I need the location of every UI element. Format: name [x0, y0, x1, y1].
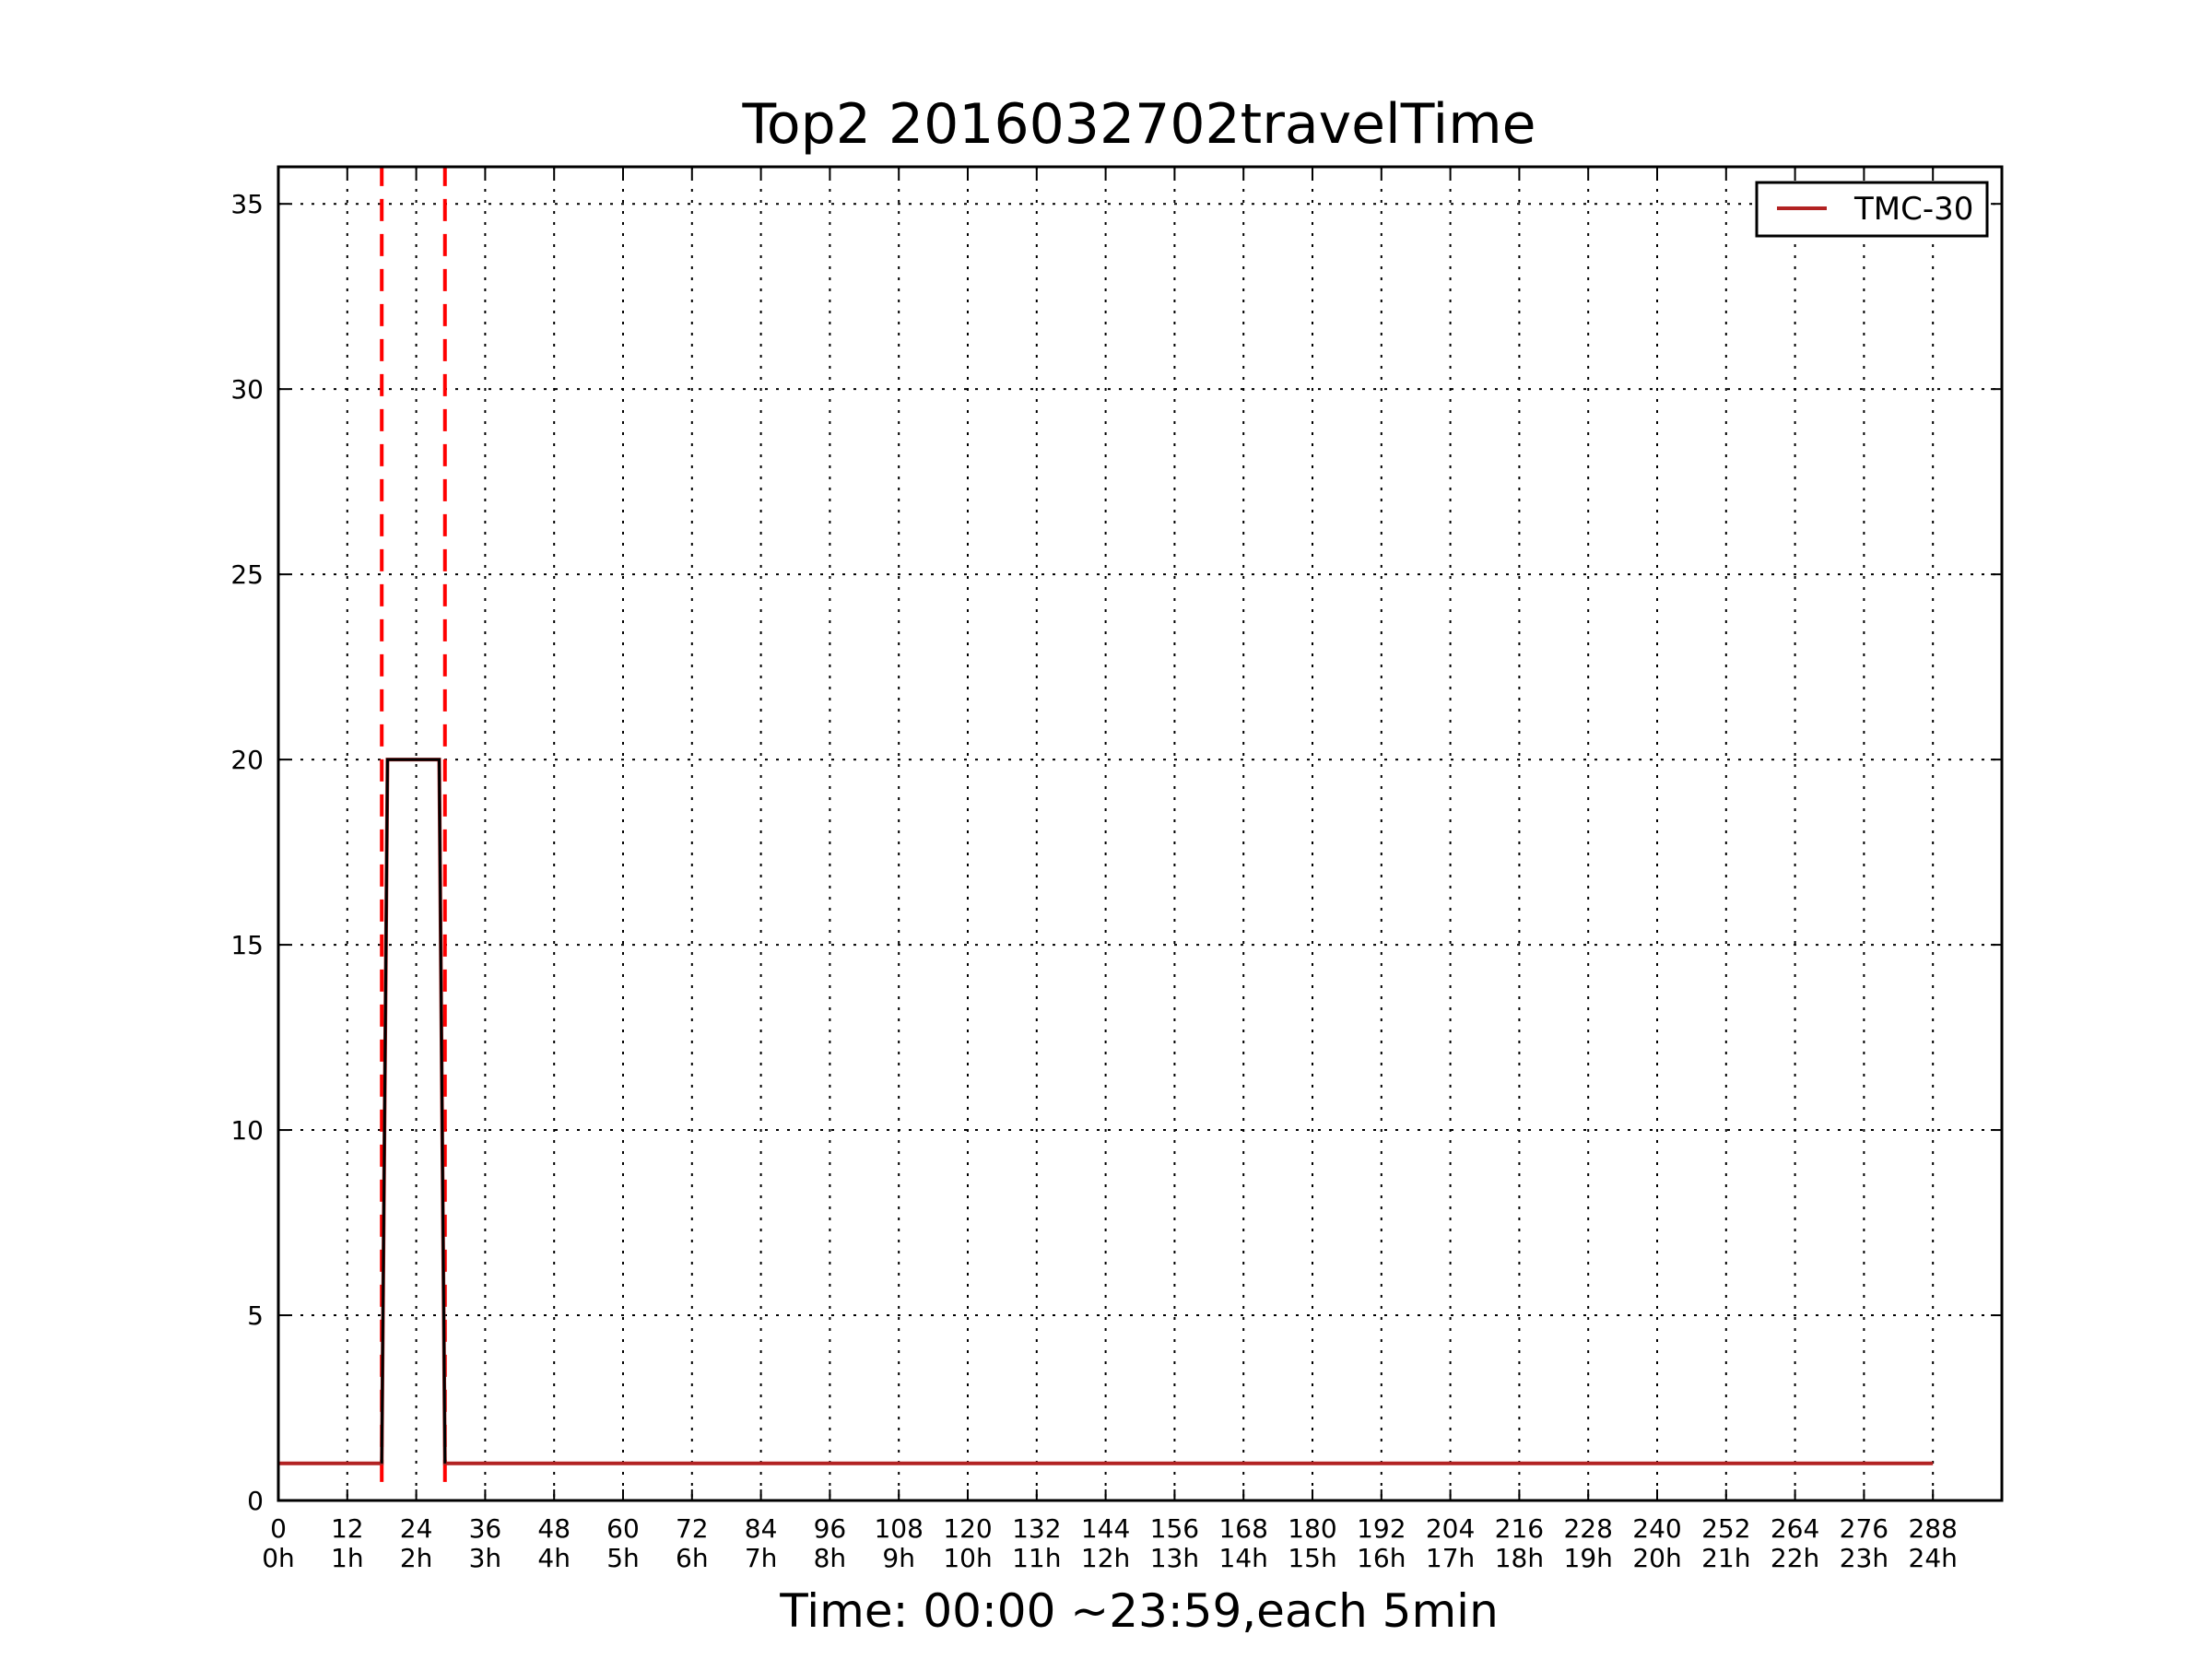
x-tick-label-hour: 1h	[331, 1543, 364, 1573]
x-tick-label: 240	[1632, 1513, 1681, 1544]
x-tick-label-hour: 6h	[676, 1543, 709, 1573]
x-tick-label: 144	[1081, 1513, 1130, 1544]
x-tick-label-hour: 18h	[1495, 1543, 1544, 1573]
y-tick-label: 10	[230, 1115, 264, 1146]
axis-ticks	[277, 167, 2002, 1501]
y-tick-label: 0	[247, 1486, 264, 1516]
x-tick-label-hour: 20h	[1632, 1543, 1681, 1573]
x-tick-label: 60	[606, 1513, 640, 1544]
x-tick-label: 12	[331, 1513, 364, 1544]
x-tick-label-hour: 9h	[882, 1543, 915, 1573]
x-tick-label-hour: 11h	[1012, 1543, 1061, 1573]
x-tick-label: 180	[1288, 1513, 1336, 1544]
x-tick-label: 276	[1840, 1513, 1888, 1544]
reference-lines	[380, 167, 447, 1482]
x-tick-label-hour: 14h	[1219, 1543, 1268, 1573]
x-tick-label-hour: 2h	[400, 1543, 433, 1573]
x-tick-label: 288	[1908, 1513, 1957, 1544]
legend-entry-tmc-30: TMC-30	[1853, 191, 1973, 228]
x-tick-label-hour: 4h	[537, 1543, 571, 1573]
x-tick-label: 264	[1771, 1513, 1819, 1544]
x-tick-label-hour: 8h	[814, 1543, 847, 1573]
x-tick-label-hour: 15h	[1288, 1543, 1336, 1573]
x-tick-label-hour: 10h	[943, 1543, 992, 1573]
x-tick-label-hour: 16h	[1357, 1543, 1406, 1573]
x-tick-label-hour: 22h	[1771, 1543, 1819, 1573]
x-tick-label: 156	[1150, 1513, 1199, 1544]
x-tick-label: 0	[270, 1513, 287, 1544]
x-tick-label: 48	[537, 1513, 571, 1544]
x-tick-label: 24	[400, 1513, 433, 1544]
y-tick-label: 20	[230, 745, 264, 775]
x-tick-label: 192	[1357, 1513, 1406, 1544]
x-tick-label: 108	[874, 1513, 923, 1544]
x-tick-label-hour: 24h	[1909, 1543, 1958, 1573]
x-tick-label-hour: 12h	[1081, 1543, 1130, 1573]
x-tick-label-hour: 5h	[606, 1543, 640, 1573]
x-tick-label-hour: 13h	[1150, 1543, 1199, 1573]
series-line-secondary	[380, 758, 447, 1464]
plot-frame	[276, 165, 2004, 1502]
x-tick-label: 96	[814, 1513, 847, 1544]
x-tick-label: 132	[1012, 1513, 1061, 1544]
x-tick-label-hour: 19h	[1564, 1543, 1613, 1573]
y-tick-label: 25	[230, 559, 264, 590]
x-tick-label-hour: 3h	[469, 1543, 502, 1573]
x-tick-label: 72	[676, 1513, 709, 1544]
x-tick-label-hour: 17h	[1426, 1543, 1475, 1573]
x-tick-label: 228	[1563, 1513, 1612, 1544]
series-lines	[278, 758, 1934, 1465]
x-tick-label: 216	[1495, 1513, 1544, 1544]
y-tick-label: 35	[230, 189, 264, 219]
grid-lines	[278, 167, 2002, 1500]
y-tick-label: 30	[230, 374, 264, 405]
y-tick-label: 5	[247, 1300, 264, 1331]
x-tick-label: 252	[1701, 1513, 1750, 1544]
y-tick-label: 15	[230, 930, 264, 960]
x-tick-label-hour: 21h	[1701, 1543, 1750, 1573]
x-tick-label-hour: 23h	[1840, 1543, 1888, 1573]
x-tick-label-hour: 0h	[262, 1543, 295, 1573]
x-tick-label: 84	[745, 1513, 778, 1544]
x-tick-label: 204	[1426, 1513, 1475, 1544]
legend: TMC-30	[1755, 181, 1989, 238]
chart-title: Top2 2016032702travelTime	[741, 92, 1535, 157]
x-tick-label: 36	[469, 1513, 502, 1544]
x-tick-label-hour: 7h	[745, 1543, 778, 1573]
tick-labels: 00h121h242h363h484h605h726h847h968h1089h…	[230, 189, 1958, 1573]
x-tick-label: 168	[1218, 1513, 1267, 1544]
x-axis-label: Time: 00:00 ~23:59,each 5min	[779, 1584, 1499, 1638]
x-tick-label: 120	[943, 1513, 992, 1544]
